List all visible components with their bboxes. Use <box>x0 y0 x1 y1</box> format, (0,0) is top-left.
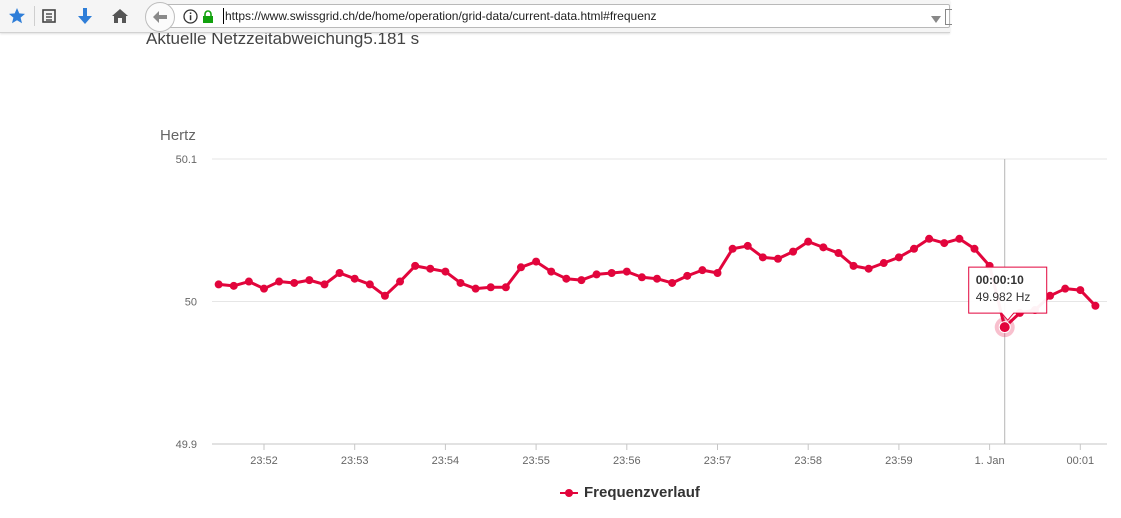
tooltip-box <box>968 266 1048 321</box>
data-point[interactable] <box>471 284 480 293</box>
data-point[interactable] <box>728 244 737 253</box>
x-tick-label: 23:56 <box>613 455 641 467</box>
dropdown-triangle-icon[interactable] <box>931 11 941 29</box>
data-point[interactable] <box>577 276 586 285</box>
data-point[interactable] <box>819 243 828 252</box>
data-point[interactable] <box>758 253 767 262</box>
data-point[interactable] <box>441 267 450 276</box>
data-point[interactable] <box>713 269 722 277</box>
y-tick-label: 49.9 <box>176 439 197 451</box>
data-point[interactable] <box>637 273 646 282</box>
home-icon[interactable] <box>108 4 132 28</box>
x-tick-label: 23:55 <box>522 455 550 467</box>
data-point[interactable] <box>879 259 888 268</box>
data-point[interactable] <box>773 254 782 263</box>
data-point[interactable] <box>1091 301 1100 310</box>
data-point[interactable] <box>260 284 268 293</box>
data-point[interactable] <box>789 247 798 256</box>
x-tick-label: 23:59 <box>885 455 913 467</box>
lock-icon[interactable] <box>202 10 214 28</box>
data-point[interactable] <box>698 266 707 275</box>
data-point[interactable] <box>244 277 253 286</box>
data-point[interactable] <box>516 263 525 272</box>
data-point[interactable] <box>350 274 359 283</box>
x-tick-label: 00:01 <box>1067 455 1095 467</box>
data-point[interactable] <box>955 234 964 243</box>
data-point[interactable] <box>804 237 813 246</box>
x-tick-label: 23:53 <box>341 455 369 467</box>
data-point[interactable] <box>486 283 495 292</box>
data-point[interactable] <box>668 278 677 287</box>
data-point[interactable] <box>290 278 299 287</box>
data-point[interactable] <box>925 234 934 243</box>
y-axis-title: Hertz <box>160 127 196 144</box>
data-point[interactable] <box>743 241 752 250</box>
data-point[interactable] <box>970 244 979 253</box>
data-point[interactable] <box>396 277 405 286</box>
data-point[interactable] <box>849 261 858 270</box>
text-caret <box>223 8 224 24</box>
data-point[interactable] <box>1076 286 1085 295</box>
legend-item-frequenzverlauf[interactable]: Frequenzverlauf <box>560 484 700 501</box>
data-point[interactable] <box>864 264 873 273</box>
page-heading: Aktuelle Netzzeitabweichung5.181 s <box>146 29 419 49</box>
url-text[interactable]: https://www.swissgrid.ch/de/home/operati… <box>225 9 657 23</box>
back-arrow-icon <box>153 11 167 23</box>
data-point[interactable] <box>940 239 949 248</box>
reading-list-icon[interactable] <box>37 4 61 28</box>
data-point[interactable] <box>335 269 344 277</box>
data-point[interactable] <box>834 249 843 258</box>
data-point[interactable] <box>229 281 238 290</box>
data-point[interactable] <box>501 283 510 292</box>
data-point[interactable] <box>547 267 556 276</box>
data-point[interactable] <box>320 280 329 289</box>
data-point[interactable] <box>456 278 465 287</box>
legend-label: Frequenzverlauf <box>584 484 700 501</box>
heading-label: Aktuelle Netzzeitabweichung <box>146 29 364 48</box>
data-point[interactable] <box>365 280 374 289</box>
data-point[interactable] <box>607 269 616 277</box>
heading-value: 5.181 s <box>363 29 420 48</box>
bookmark-star-icon[interactable] <box>5 4 29 28</box>
data-point[interactable] <box>653 274 662 283</box>
x-tick-label: 23:52 <box>250 455 278 467</box>
series-line <box>218 237 1097 329</box>
data-point[interactable] <box>426 264 435 273</box>
back-button[interactable] <box>145 2 175 32</box>
download-arrow-icon[interactable] <box>73 4 97 28</box>
info-icon[interactable] <box>183 9 198 29</box>
toolbar-separator <box>34 6 35 26</box>
tooltip-time: 00:00:10 <box>976 273 1024 287</box>
data-point[interactable] <box>910 244 919 253</box>
data-point[interactable] <box>214 280 223 289</box>
url-bar[interactable]: https://www.swissgrid.ch/de/home/operati… <box>160 4 952 29</box>
data-point[interactable] <box>532 257 541 266</box>
data-point[interactable] <box>894 253 903 262</box>
data-point[interactable] <box>411 261 420 270</box>
data-point[interactable] <box>562 274 571 283</box>
data-point[interactable] <box>275 277 284 286</box>
y-tick-label: 50.1 <box>176 154 197 166</box>
data-point[interactable] <box>592 270 601 279</box>
legend-marker <box>560 488 578 497</box>
x-tick-label: 23:57 <box>704 455 732 467</box>
x-tick-label: 23:58 <box>794 455 822 467</box>
browser-toolbar: https://www.swissgrid.ch/de/home/operati… <box>0 0 952 33</box>
x-tick-label: 23:54 <box>432 455 460 467</box>
data-point[interactable] <box>1061 284 1070 293</box>
hover-point[interactable] <box>998 321 1011 334</box>
data-point[interactable] <box>622 267 631 276</box>
url-bar-edge <box>945 9 952 25</box>
data-point[interactable] <box>380 291 389 300</box>
data-point[interactable] <box>305 276 314 285</box>
data-point[interactable] <box>1046 291 1055 300</box>
y-tick-label: 50 <box>185 297 197 309</box>
x-tick-label: 1. Jan <box>975 455 1005 467</box>
tooltip-value: 49.982 Hz <box>976 290 1031 304</box>
data-point[interactable] <box>683 271 692 280</box>
